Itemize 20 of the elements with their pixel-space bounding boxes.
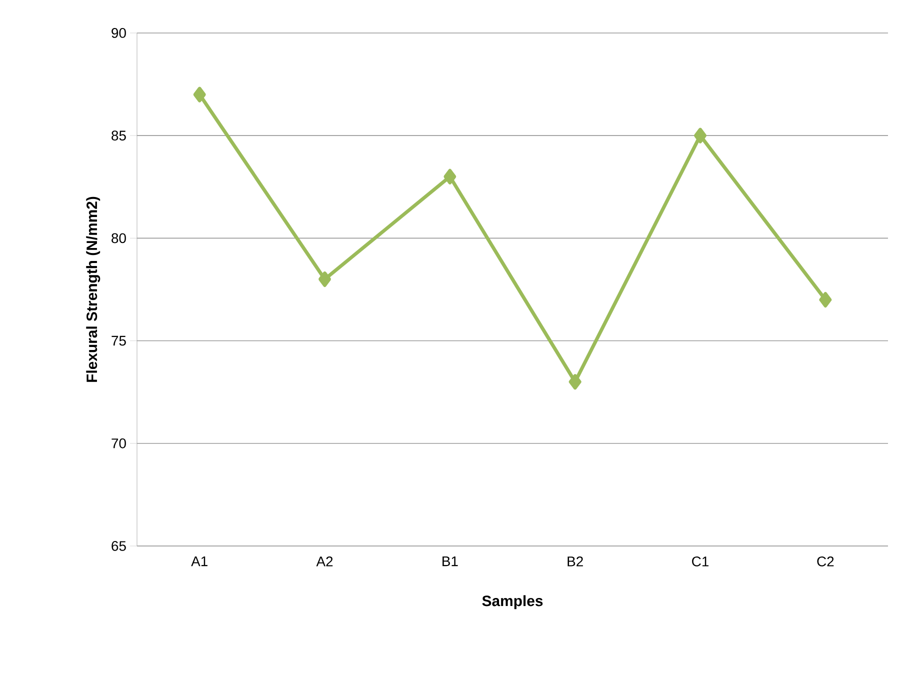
y-tick-label: 80 — [112, 233, 126, 244]
point — [819, 292, 832, 308]
point — [444, 168, 456, 184]
y-tick-label: 75 — [112, 336, 126, 346]
point — [694, 128, 707, 144]
x-tick-label: A2 — [316, 556, 333, 566]
y-axis-title: Flexural Strength (N/mm2) — [86, 196, 100, 382]
point — [193, 86, 206, 102]
y-tick-label: 65 — [112, 541, 126, 551]
x-tick-label: A1 — [191, 556, 208, 566]
x-tick-label: B2 — [568, 556, 583, 566]
point — [568, 374, 582, 390]
x-tick-label: B1 — [442, 556, 458, 566]
x-axis-title: Samples — [482, 595, 543, 610]
y-tick-label: 85 — [112, 130, 126, 141]
point — [318, 271, 332, 287]
y-tick-label: 70 — [112, 438, 126, 448]
y-tick-label: 90 — [112, 28, 126, 38]
x-tick-label: C1 — [692, 556, 708, 566]
x-tick-label: C2 — [817, 556, 834, 566]
